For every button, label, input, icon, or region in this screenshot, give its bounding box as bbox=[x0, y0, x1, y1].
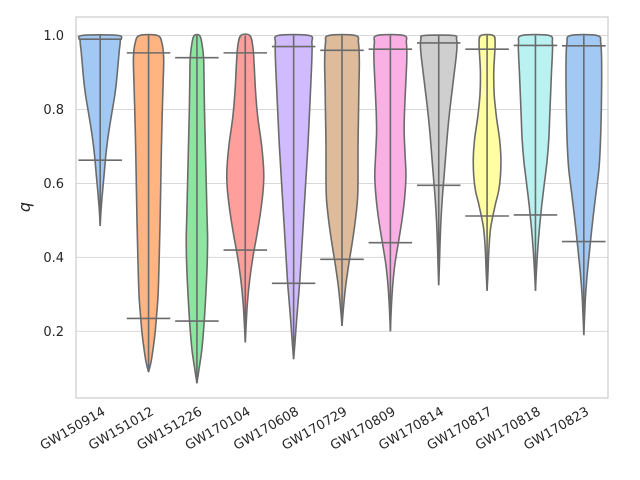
y-tick-label: 0.8 bbox=[43, 103, 64, 118]
y-tick-label: 0.4 bbox=[43, 251, 64, 266]
violin-group bbox=[465, 33, 509, 291]
y-tick-label: 0.6 bbox=[43, 177, 64, 192]
violin-group bbox=[271, 33, 316, 360]
violin-group bbox=[416, 34, 461, 286]
y-tick-label: 1.0 bbox=[43, 29, 64, 44]
violin-group bbox=[320, 33, 364, 326]
y-axis-label: q bbox=[15, 202, 34, 212]
violin-layer bbox=[77, 33, 606, 384]
violin-group bbox=[513, 33, 558, 291]
plot-frame bbox=[75, 16, 609, 399]
violin-group bbox=[175, 33, 219, 384]
y-tick-label: 0.2 bbox=[43, 325, 64, 340]
violin-group bbox=[368, 33, 413, 332]
x-tick-labels: GW150914GW151012GW151226GW170104GW170608… bbox=[38, 404, 592, 453]
violin-group bbox=[77, 34, 123, 227]
y-tick-labels: 0.2 0.4 0.6 0.8 1.0 bbox=[43, 29, 64, 340]
violin-group bbox=[223, 33, 268, 343]
violin-group bbox=[562, 33, 606, 336]
violin-group bbox=[126, 33, 171, 373]
